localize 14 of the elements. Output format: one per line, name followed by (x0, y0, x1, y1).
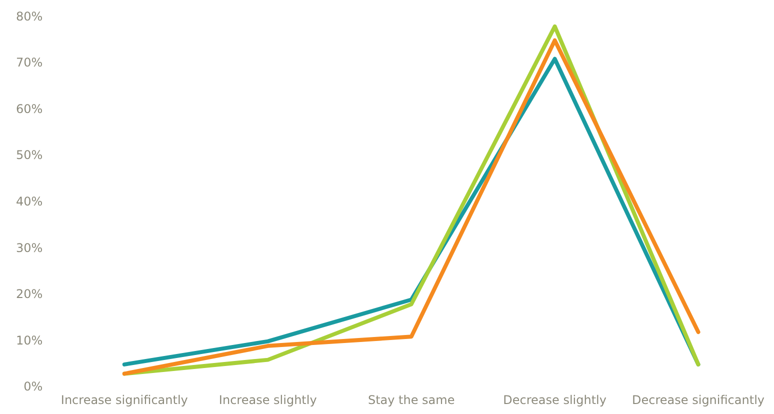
y-tick-label: 80% (16, 9, 43, 24)
x-tick-label: Decrease slightly (503, 392, 606, 407)
x-tick-label: Decrease significantly (632, 392, 765, 407)
x-tick-label: Stay the same (368, 392, 455, 407)
y-tick-label: 40% (16, 194, 43, 209)
x-tick-label: Increase slightly (218, 392, 317, 407)
y-tick-label: 60% (16, 102, 43, 116)
y-tick-label: 0% (24, 380, 43, 394)
x-tick-label: Increase significantly (60, 392, 188, 407)
y-tick-label: 10% (16, 333, 43, 348)
y-tick-label: 50% (16, 148, 43, 162)
y-tick-label: 20% (16, 287, 43, 302)
y-tick-label: 70% (16, 56, 43, 70)
y-tick-label: 30% (16, 240, 43, 255)
